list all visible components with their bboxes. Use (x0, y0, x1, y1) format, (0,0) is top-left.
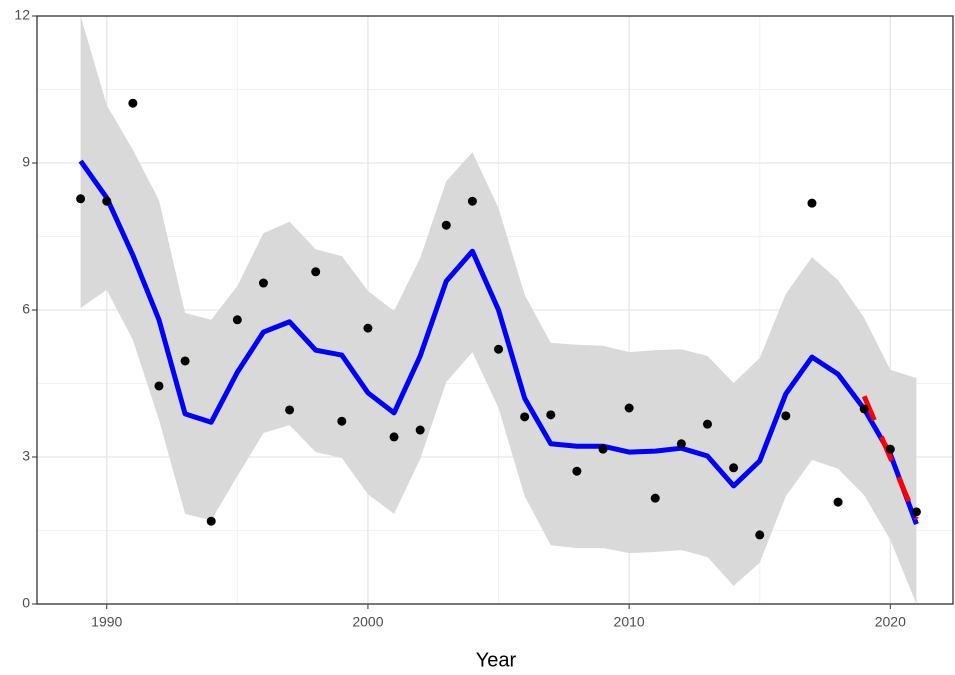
data-point (781, 411, 791, 421)
data-point (702, 419, 712, 429)
data-point (389, 432, 399, 442)
x-tick-label: 2010 (614, 614, 645, 630)
panel-border (36, 15, 954, 605)
data-point (624, 403, 634, 413)
data-point (598, 444, 608, 454)
y-tick-label: 0 (22, 595, 30, 611)
data-point (415, 425, 425, 435)
data-point (102, 196, 112, 206)
y-tick-label: 9 (22, 154, 30, 170)
data-point (650, 493, 660, 503)
data-point (467, 196, 477, 206)
data-point (285, 405, 295, 415)
data-point (807, 198, 817, 208)
data-point (363, 323, 373, 333)
data-point (154, 381, 164, 391)
y-tick-label: 6 (22, 301, 30, 317)
data-point (206, 516, 216, 526)
y-tick-label: 12 (14, 7, 30, 23)
x-axis-title: Year (476, 649, 517, 671)
data-point (311, 267, 321, 277)
data-point (258, 278, 268, 288)
data-point (232, 315, 242, 325)
data-point (76, 194, 86, 204)
data-point (911, 507, 921, 517)
data-point (494, 344, 504, 354)
data-point (546, 410, 556, 420)
x-tick-label: 2020 (875, 614, 906, 630)
data-point (833, 497, 843, 507)
data-point (729, 463, 739, 473)
x-tick-label: 1990 (91, 614, 122, 630)
data-point (676, 439, 686, 449)
data-point (755, 530, 765, 540)
data-point (885, 444, 895, 454)
fit-line (78, 159, 919, 526)
forecast-line (861, 395, 919, 521)
data-point (180, 356, 190, 366)
data-point (520, 412, 530, 422)
x-tick-label: 2000 (352, 614, 383, 630)
data-point (337, 416, 347, 426)
data-point (128, 98, 138, 108)
data-point (441, 220, 451, 230)
data-point (859, 404, 869, 414)
y-tick-label: 3 (22, 448, 30, 464)
data-point (572, 466, 582, 476)
